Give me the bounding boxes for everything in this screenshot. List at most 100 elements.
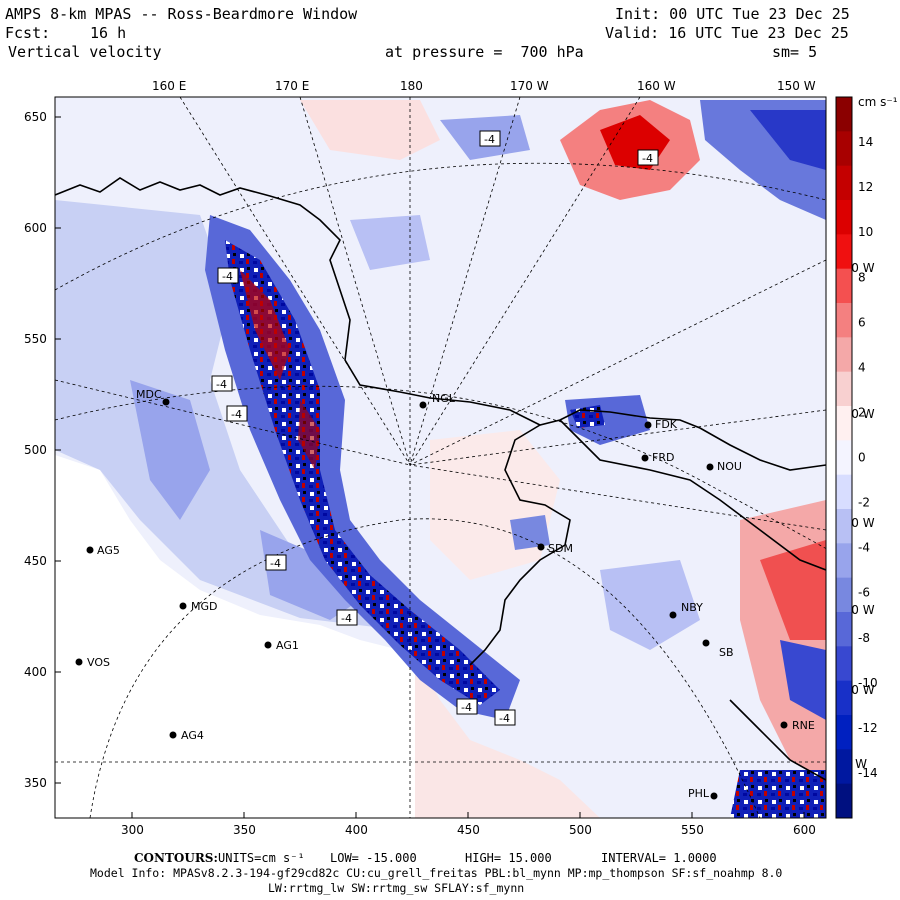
contours-label: CONTOURS: — [134, 851, 218, 865]
svg-text:-4: -4 — [270, 557, 281, 570]
colorbar-swatch — [836, 680, 852, 716]
colorbar-label: 2 — [858, 405, 866, 419]
init-time: Init: 00 UTC Tue 23 Dec 25 — [615, 5, 850, 23]
graticule — [55, 97, 826, 818]
colorbar-label: 4 — [858, 360, 866, 374]
no-data-region — [55, 455, 415, 818]
svg-text:MDC: MDC — [136, 388, 162, 401]
station-phl: PHL — [688, 787, 718, 800]
colorbar-label: 12 — [858, 180, 873, 194]
svg-text:-4: -4 — [231, 408, 242, 421]
svg-text:PHL: PHL — [688, 787, 710, 800]
station-sb: SB — [702, 639, 734, 659]
station-mdc: MDC — [136, 388, 170, 406]
x-axis-tick-marks — [131, 812, 805, 818]
graticule-lat-3 — [89, 518, 761, 818]
station-ag5: AG5 — [86, 544, 120, 557]
colorbar-swatch — [836, 234, 852, 270]
y-tick-650: 650 — [24, 110, 47, 124]
graticule-lon-170e — [299, 97, 411, 466]
graticule-lat-1 — [55, 162, 826, 291]
graticule-lon-160e — [179, 97, 411, 466]
colorbar-swatch — [836, 543, 852, 579]
model-info: Model Info: MPASv8.2.3-194-gf29cd82c CU:… — [90, 866, 783, 880]
svg-text:NOU: NOU — [717, 460, 742, 473]
contour-labels: -4 -4 -4 -4 -4 -4 -4 -4 -4 — [211, 130, 659, 726]
svg-text:-4: -4 — [461, 701, 472, 714]
contour-interval: INTERVAL= 1.0000 — [601, 851, 717, 865]
colorbar-frame — [835, 96, 853, 819]
svg-text:NGL: NGL — [432, 392, 456, 405]
forecast-hour: 16 h — [90, 24, 127, 42]
contour-label-7: -4 — [336, 609, 358, 626]
radiation-info: LW:rrtmg_lw SW:rrtmg_sw SFLAY:sf_mynn — [268, 881, 525, 895]
y-tick-600: 600 — [24, 221, 47, 235]
contour-label-5: -4 — [226, 405, 248, 422]
colorbar-swatch — [836, 474, 852, 510]
coastline-marie-byrd — [559, 419, 826, 571]
blue-spot-sdm — [510, 515, 550, 550]
x-tick-500: 500 — [569, 823, 592, 837]
svg-text:-4: -4 — [222, 270, 233, 283]
coastline-siple — [469, 424, 571, 666]
y-axis: 650 600 550 500 450 400 350 — [24, 110, 61, 790]
colorbar-swatch — [836, 303, 852, 338]
y-tick-350: 350 — [24, 776, 47, 790]
svg-text:AG1: AG1 — [276, 639, 299, 652]
x-tick-350: 350 — [233, 823, 256, 837]
blue-mid-east — [600, 560, 700, 650]
colorbar-swatch — [836, 97, 852, 132]
svg-text:-4: -4 — [642, 152, 653, 165]
x-tick-400: 400 — [345, 823, 368, 837]
contour-label-3: -4 — [217, 267, 239, 284]
svg-text:FRD: FRD — [652, 451, 674, 464]
station-nby: NBY — [669, 601, 703, 619]
colorbar-swatch — [836, 440, 852, 476]
colorbar-swatch — [836, 749, 852, 785]
svg-text:RNE: RNE — [792, 719, 815, 732]
station-sdm: SDM — [537, 542, 573, 555]
smoothing: sm= 5 — [772, 43, 818, 61]
colorbar-label: 14 — [858, 135, 873, 149]
svg-text:MGD: MGD — [191, 600, 218, 613]
station-fdk: FDK — [644, 418, 678, 431]
svg-text:-4: -4 — [499, 712, 510, 725]
svg-text:-4: -4 — [484, 133, 495, 146]
graticule-lon-140w — [409, 259, 826, 466]
blue-field-west — [55, 200, 400, 630]
coastline-se — [729, 699, 826, 781]
graticule-lon-170w — [409, 97, 521, 466]
svg-text:VOS: VOS — [87, 656, 110, 669]
station-mgd: MGD — [179, 600, 218, 613]
colorbar-label: 8 — [858, 270, 866, 284]
colorbar-swatch — [836, 577, 852, 613]
station-frd: FRD — [641, 451, 674, 464]
colorbar-swatch — [836, 406, 852, 441]
plot-frame — [54, 96, 827, 819]
contour-label-2: -4 — [637, 149, 659, 166]
colorbar-swatch — [836, 131, 852, 167]
svg-text:-4: -4 — [216, 378, 227, 391]
station-ag4: AG4 — [169, 729, 204, 742]
blue-patch-east — [780, 640, 826, 720]
colorbar-label: 6 — [858, 315, 866, 329]
contour-low: LOW= -15.000 — [330, 851, 417, 865]
speckle-se — [730, 770, 826, 818]
svg-text:SB: SB — [719, 646, 734, 659]
colorbar-label: -6 — [858, 586, 870, 600]
contour-label-8: -4 — [456, 698, 478, 715]
colorbar-swatch — [836, 268, 852, 304]
station-ag1: AG1 — [264, 639, 299, 652]
forecast-label: Fcst: — [5, 24, 51, 42]
contour-high: HIGH= 15.000 — [465, 851, 552, 865]
colorbar-labels: 14 12 10 8 6 4 2 0 -2 -4 -6 -8 -10 -12 -14 — [858, 135, 878, 780]
svg-text:NBY: NBY — [681, 601, 703, 614]
colorbar-label: 10 — [858, 225, 873, 239]
y-tick-500: 500 — [24, 443, 47, 457]
colorbar-label: -4 — [858, 541, 870, 555]
graticule-lat-2 — [55, 385, 826, 561]
colorbar-swatch — [836, 646, 852, 682]
valid-time: Valid: 16 UTC Tue 23 Dec 25 — [605, 24, 849, 42]
coastline-ross-ice-front — [55, 177, 826, 471]
map-field — [55, 97, 826, 818]
